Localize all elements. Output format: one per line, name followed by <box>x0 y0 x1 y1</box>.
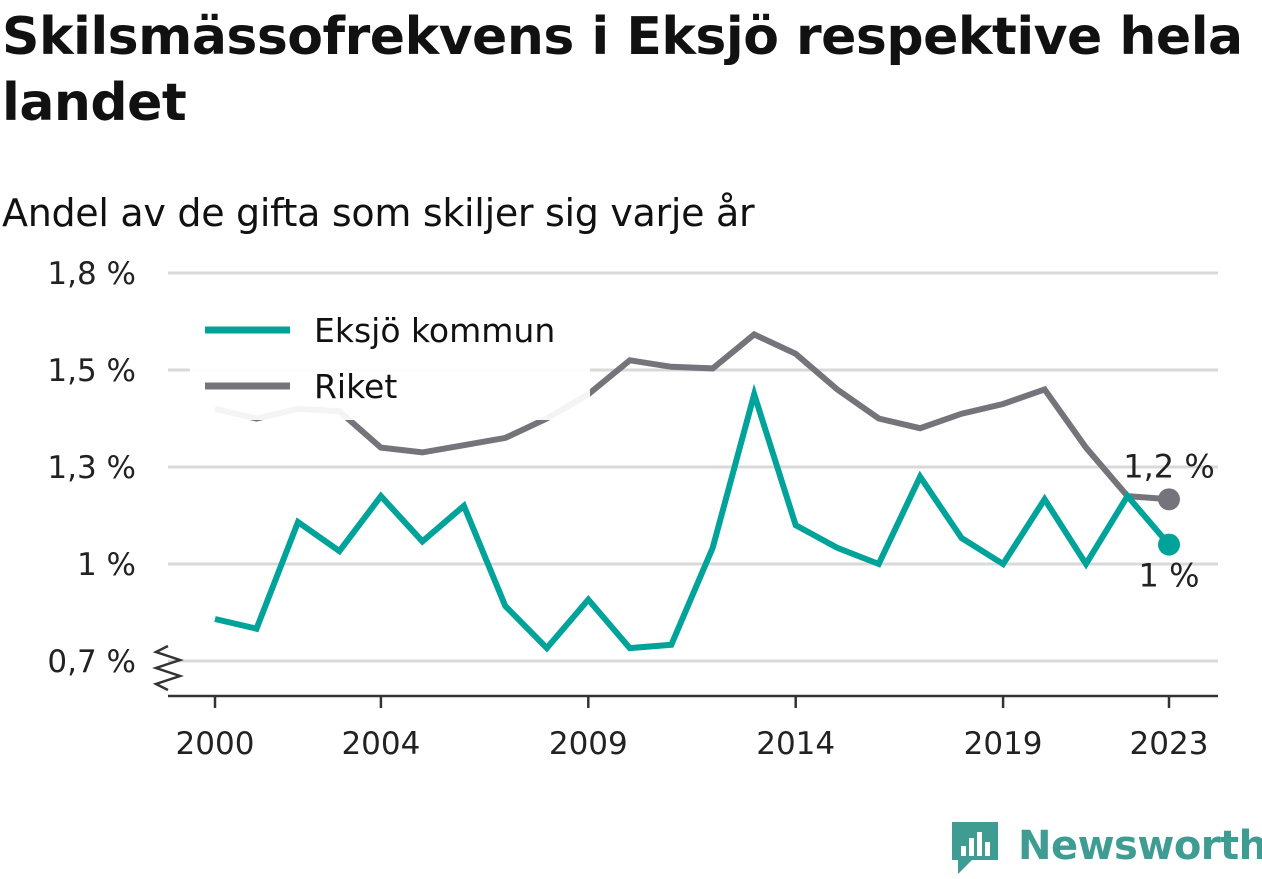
legend-label: Eksjö kommun <box>314 311 555 350</box>
series-lines <box>214 330 1180 653</box>
series-end-point <box>1158 533 1180 556</box>
axis-break-icon <box>152 644 184 692</box>
y-tick-label: 1,8 % <box>47 256 136 292</box>
series-line <box>214 383 1172 653</box>
y-tick-label: 1 % <box>77 547 136 583</box>
legend-label: Riket <box>314 367 397 406</box>
legend: Eksjö kommun Riket <box>190 300 590 420</box>
x-tick-label: 2014 <box>756 726 835 762</box>
axes: 0,7 % 1 % 1,3 % 1,5 % 1,8 % 2000 2004 2009 2014 2… <box>47 256 1218 762</box>
y-tick-label: 1,5 % <box>47 353 136 389</box>
x-tick-label: 2000 <box>176 726 255 762</box>
x-tick-label: 2004 <box>341 726 420 762</box>
newsworthy-logo-text: Newsworthy <box>1018 823 1262 869</box>
end-value-label: 1,2 % <box>1123 447 1214 485</box>
end-value-label: 1 % <box>1139 557 1200 595</box>
end-labels: 1,2 % 1 % <box>1123 447 1214 594</box>
newsworthy-logo-icon <box>952 822 998 874</box>
y-tick-label: 0,7 % <box>47 644 136 680</box>
y-tick-label: 1,3 % <box>47 450 136 486</box>
chart-title: Skilsmässofrekvens i Eksjö respektive he… <box>2 7 1243 133</box>
chart-subtitle: Andel av de gifta som skiljer sig varje … <box>2 191 755 235</box>
x-tick-label: 2009 <box>549 726 628 762</box>
series-line <box>214 330 1170 503</box>
x-tick-label: 2019 <box>964 726 1043 762</box>
legend-background <box>190 300 590 420</box>
series-end-point <box>1158 488 1180 511</box>
x-tick-label: 2023 <box>1130 726 1209 762</box>
newsworthy-logo: Newsworthy <box>950 820 1262 876</box>
